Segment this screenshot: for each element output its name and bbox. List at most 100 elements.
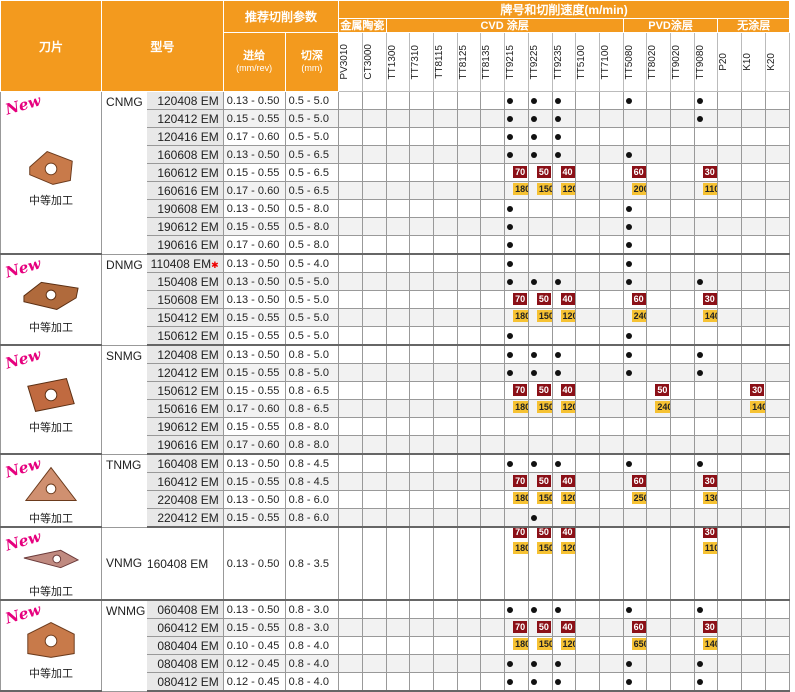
speed-max-badge: 180 [513, 310, 528, 322]
grade-cell: 30 [693, 472, 719, 491]
grade-cell [693, 381, 719, 400]
grade-label: PV3010 [339, 44, 351, 80]
grade-cell [504, 326, 529, 346]
grade-cell [551, 363, 577, 382]
feed-value: 0.15 - 0.55 [222, 308, 286, 327]
grade-cell: 150 [527, 181, 553, 200]
grade-cell [456, 308, 482, 327]
model-text: 160612 EM [157, 165, 219, 180]
grade-cell [338, 272, 363, 291]
grade-cell [551, 435, 577, 455]
speed-max-badge: 180 [513, 638, 528, 650]
model-code: 190616 EM [146, 235, 224, 255]
grade-cell [575, 363, 600, 382]
machining-label: 中等加工 [29, 422, 74, 434]
grade-cell: 150 [527, 399, 553, 418]
grade-cell [456, 235, 482, 255]
grade-cell [433, 381, 458, 400]
grade-cell [670, 326, 695, 346]
grade-cell [385, 435, 411, 455]
feed-value: 0.13 - 0.50 [222, 599, 286, 619]
speed-min-badge: 40 [560, 384, 575, 396]
grade-cell [670, 599, 695, 619]
grade-cell [456, 109, 482, 128]
grade-cell [598, 91, 624, 110]
model-text: 150608 EM [157, 292, 219, 307]
grade-cell [361, 326, 387, 346]
table-row: 190608 EM 0.13 - 0.50 0.5 - 8.0 [1, 199, 791, 218]
grade-cell [717, 399, 743, 418]
grade-cell [598, 672, 624, 692]
grade-cell [361, 290, 387, 309]
grade-cell [361, 381, 387, 400]
depth-value: 0.5 - 5.0 [284, 272, 340, 291]
model-code: 160408 EM [146, 453, 224, 473]
grade-cell [741, 199, 766, 218]
grade-cell [361, 618, 387, 637]
grade-cell [575, 526, 600, 601]
grade-cell [646, 672, 672, 692]
feed-value: 0.15 - 0.55 [222, 109, 286, 128]
speed-max-badge: 150 [536, 310, 552, 322]
grade-cell [670, 490, 695, 509]
recommended-dot [507, 678, 514, 685]
grade-cell [433, 636, 458, 655]
grade-cell [764, 290, 791, 309]
grade-cell [480, 381, 506, 400]
grade-cell [670, 290, 695, 309]
grade-cell [693, 672, 719, 692]
machining-label: 中等加工 [29, 195, 74, 207]
grade-cell [717, 363, 743, 382]
grade-cell [504, 344, 529, 364]
grade-cell [361, 127, 387, 146]
grade-cell [385, 599, 411, 619]
grade-label: TT9020 [671, 44, 683, 80]
new-badge: New [3, 345, 43, 373]
grade-cell [433, 453, 458, 473]
tool-cell: New 中等加工 [0, 526, 103, 601]
grade-cell: 240 [622, 308, 648, 327]
grade-cell: 150 [527, 308, 553, 327]
grade-cell [764, 199, 791, 218]
grade-cell [670, 636, 695, 655]
grade-cell: 50 [527, 618, 553, 637]
grade-cell [456, 363, 482, 382]
grade-cell [670, 435, 695, 455]
grade-cell [598, 435, 624, 455]
grade-cell [433, 618, 458, 637]
recommended-dot [530, 151, 537, 158]
recommended-dot [625, 606, 632, 613]
grade-cell [551, 672, 577, 692]
grade-cell [527, 417, 553, 436]
grade-cell [670, 109, 695, 128]
grade-cell: 30 [693, 290, 719, 309]
grade-cell [670, 417, 695, 436]
grade-cell [575, 636, 600, 655]
grade-cell [433, 308, 458, 327]
grade-cell [338, 654, 363, 673]
grade-cell [338, 127, 363, 146]
speed-max-badge: 650 [631, 638, 646, 650]
grade-cell [764, 508, 791, 528]
grade-header: TT9225 [527, 32, 553, 92]
feed-value: 0.13 - 0.50 [222, 344, 286, 364]
grade-cell [717, 417, 743, 436]
grade-cell [575, 472, 600, 491]
speed-max-badge: 120 [560, 638, 575, 650]
grade-cell [598, 344, 624, 364]
grade-cell [433, 127, 458, 146]
grade-cell [598, 326, 624, 346]
grade-cell [504, 672, 529, 692]
recommended-dot [625, 223, 632, 230]
grade-cell [670, 618, 695, 637]
grade-cell [741, 654, 766, 673]
grade-cell [575, 326, 600, 346]
depth-value: 0.8 - 6.5 [284, 399, 340, 418]
grade-cell [527, 127, 553, 146]
model-code: 190608 EM [146, 199, 224, 218]
depth-value: 0.8 - 4.5 [284, 472, 340, 491]
recommended-dot [625, 678, 632, 685]
grade-cell: 30 [693, 163, 719, 182]
recommended-dot [507, 332, 514, 339]
model-text: 150616 EM [157, 401, 219, 416]
